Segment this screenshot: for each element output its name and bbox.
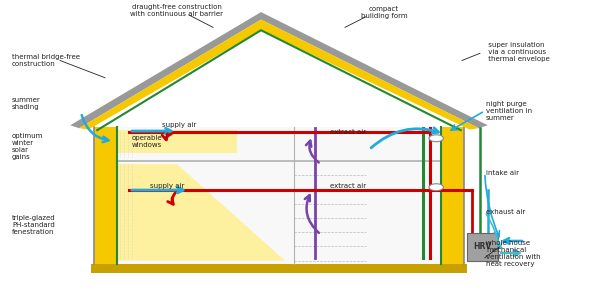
Text: supply air: supply air: [162, 122, 196, 128]
Text: HRV: HRV: [473, 242, 491, 251]
Text: extract air: extract air: [330, 183, 366, 189]
Text: summer
shading: summer shading: [12, 97, 41, 110]
Polygon shape: [91, 264, 467, 273]
Text: extract air: extract air: [330, 130, 366, 135]
Polygon shape: [117, 164, 285, 261]
Text: triple-glazed
PH-standard
fenestration: triple-glazed PH-standard fenestration: [12, 215, 56, 235]
Text: compact
building form: compact building form: [361, 6, 407, 20]
Text: whole house
mechanical
ventilation with
heat recovery: whole house mechanical ventilation with …: [486, 240, 541, 267]
Text: operable
windows: operable windows: [132, 134, 163, 148]
FancyBboxPatch shape: [467, 233, 498, 261]
Text: supply air: supply air: [150, 183, 184, 189]
Text: night purge
ventilation in
summer: night purge ventilation in summer: [486, 101, 532, 121]
Polygon shape: [79, 20, 479, 130]
Text: super insulation
 via a continuous
 thermal envelope: super insulation via a continuous therma…: [486, 42, 550, 62]
Circle shape: [429, 135, 443, 142]
Text: thermal bridge-free
construction: thermal bridge-free construction: [12, 54, 80, 67]
Text: optimum
winter
solar
gains: optimum winter solar gains: [12, 133, 43, 160]
Circle shape: [429, 184, 443, 191]
Polygon shape: [117, 127, 441, 264]
Polygon shape: [70, 12, 488, 128]
Polygon shape: [441, 127, 464, 264]
Text: intake air: intake air: [486, 170, 519, 176]
Text: draught-free construction
with continuous air barrier: draught-free construction with continuou…: [131, 3, 223, 17]
Polygon shape: [117, 130, 237, 153]
Text: exhaust air: exhaust air: [486, 209, 525, 215]
Polygon shape: [94, 127, 117, 264]
